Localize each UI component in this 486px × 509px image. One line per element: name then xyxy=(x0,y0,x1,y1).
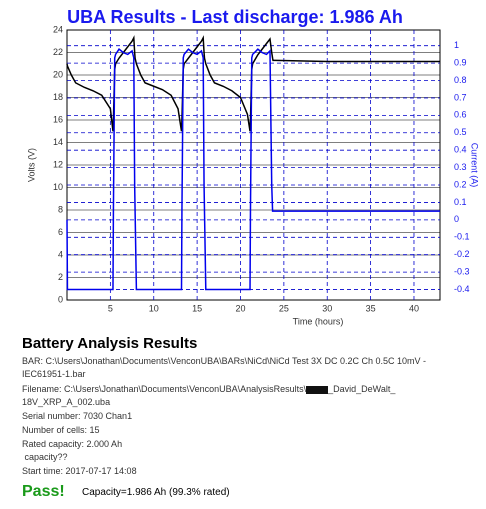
y-tick-label: 2 xyxy=(58,272,63,282)
y2-tick-label: 0.2 xyxy=(454,179,467,189)
y2-tick-label: 0.7 xyxy=(454,92,467,102)
y-tick-label: 0 xyxy=(58,294,63,304)
report-line: Serial number: 7030 Chan1 xyxy=(22,411,133,421)
report-line: Filename: C:\Users\Jonathan\Documents\Ve… xyxy=(22,384,395,394)
result: Capacity=1.986 Ah (99.3% rated) xyxy=(82,487,230,498)
y2-tick-label: 1 xyxy=(454,40,459,50)
chart-title: UBA Results - Last discharge: 1.986 Ah xyxy=(67,7,403,27)
y-tick-label: 22 xyxy=(53,47,63,57)
y2-tick-label: -0.2 xyxy=(454,249,470,259)
report-line: capacity?? xyxy=(22,452,68,462)
y2-axis-label: Current (A) xyxy=(470,143,480,188)
y2-tick-label: -0.4 xyxy=(454,284,470,294)
x-tick-label: 30 xyxy=(322,303,332,313)
y-tick-label: 16 xyxy=(53,114,63,124)
status: Pass! xyxy=(22,483,65,500)
chart: UBA Results - Last discharge: 1.986 Ah T… xyxy=(26,7,480,327)
y-tick-label: 12 xyxy=(53,159,63,169)
report-line: Rated capacity: 2.000 Ah xyxy=(22,439,123,449)
y2-tick-label: 0.3 xyxy=(454,162,467,172)
y-tick-label: 14 xyxy=(53,137,63,147)
report-line: Number of cells: 15 xyxy=(22,425,100,435)
y2-tick-label: -0.1 xyxy=(454,232,470,242)
y2-tick-label: 0.8 xyxy=(454,75,467,85)
y2-tick-label: 0.6 xyxy=(454,110,467,120)
y-tick-label: 4 xyxy=(58,249,63,259)
x-tick-label: 25 xyxy=(279,303,289,313)
y-tick-label: 18 xyxy=(53,92,63,102)
x-tick-label: 10 xyxy=(149,303,159,313)
x-axis-label: Time (hours) xyxy=(293,316,344,326)
y-axis-label: Volts (V) xyxy=(26,148,36,182)
y-tick-label: 20 xyxy=(53,69,63,79)
y2-tick-label: 0.4 xyxy=(454,145,467,155)
x-tick-label: 35 xyxy=(366,303,376,313)
x-tick-label: 40 xyxy=(409,303,419,313)
x-tick-label: 5 xyxy=(108,303,113,313)
y2-tick-label: 0 xyxy=(454,214,459,224)
y-tick-label: 10 xyxy=(53,182,63,192)
series-line xyxy=(66,48,440,291)
redaction xyxy=(306,385,329,394)
report-title: Battery Analysis Results xyxy=(22,335,198,352)
y2-tick-label: 0.5 xyxy=(454,127,467,137)
y2-tick-label: -0.3 xyxy=(454,267,470,277)
report-line: IEC61951-1.bar xyxy=(22,369,86,379)
y-tick-label: 8 xyxy=(58,204,63,214)
y-tick-label: 24 xyxy=(53,24,63,34)
y-tick-label: 6 xyxy=(58,227,63,237)
x-tick-label: 20 xyxy=(235,303,245,313)
report-line: BAR: C:\Users\Jonathan\Documents\VenconU… xyxy=(22,356,426,366)
report-line: Start time: 2017-07-17 14:08 xyxy=(22,466,137,476)
x-tick-label: 15 xyxy=(192,303,202,313)
report-line: 18V_XRP_A_002.uba xyxy=(22,397,111,407)
filename-part: Filename: C:\Users\Jonathan\Documents\Ve… xyxy=(22,384,307,394)
y2-tick-label: 0.1 xyxy=(454,197,467,207)
y2-tick-label: 0.9 xyxy=(454,57,467,67)
filename-part: _David_DeWalt_ xyxy=(328,384,396,394)
